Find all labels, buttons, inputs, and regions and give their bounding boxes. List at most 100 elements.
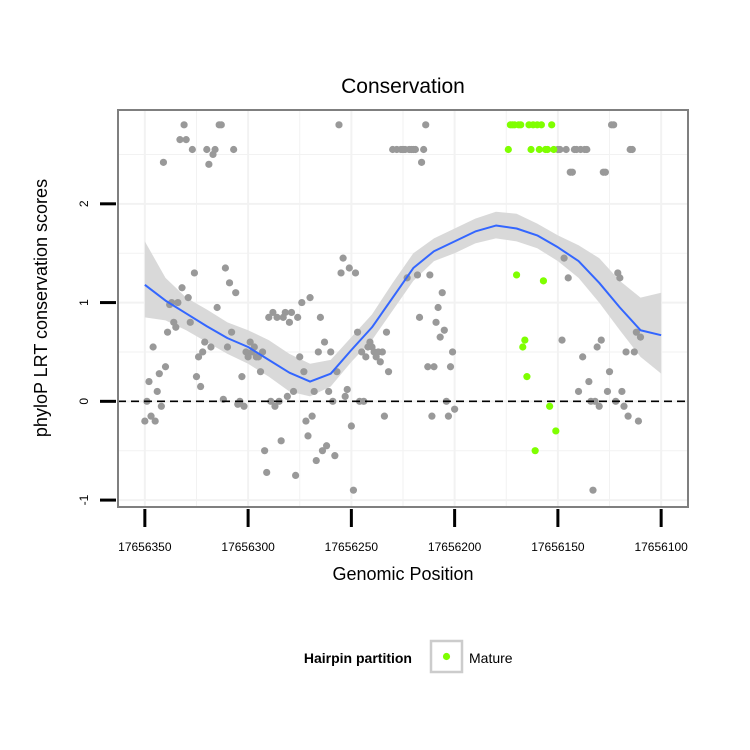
data-point-other bbox=[436, 333, 444, 341]
data-point-other bbox=[325, 387, 333, 396]
data-point-other bbox=[384, 368, 393, 376]
data-point-other bbox=[232, 289, 240, 297]
data-point-other bbox=[624, 412, 632, 420]
data-point-other bbox=[630, 348, 638, 356]
data-point-other bbox=[358, 348, 366, 356]
data-point-other bbox=[424, 363, 432, 371]
data-point-other bbox=[560, 254, 568, 262]
x-tick-label: 17656150 bbox=[531, 540, 585, 554]
data-point-other bbox=[417, 158, 426, 166]
data-point-other bbox=[223, 343, 232, 351]
data-point-other bbox=[415, 313, 424, 321]
data-point-other bbox=[568, 168, 576, 176]
data-point-other bbox=[240, 402, 248, 410]
data-point-other bbox=[182, 136, 190, 144]
data-point-other bbox=[155, 370, 163, 378]
data-point-other bbox=[632, 328, 640, 336]
x-tick-label: 17656350 bbox=[118, 540, 172, 554]
data-point-other bbox=[308, 412, 316, 420]
data-point-other bbox=[351, 269, 360, 277]
data-point-other bbox=[180, 121, 188, 129]
data-point-other bbox=[227, 328, 236, 336]
legend-key-mature bbox=[442, 652, 451, 661]
data-point-mature bbox=[504, 145, 512, 154]
data-point-other bbox=[337, 269, 345, 277]
data-point-other bbox=[141, 417, 149, 425]
data-point-other bbox=[430, 363, 438, 371]
data-point-other bbox=[413, 271, 422, 279]
smooth-fit-line bbox=[144, 224, 662, 383]
data-point-other bbox=[213, 303, 221, 312]
data-point-other bbox=[281, 308, 289, 317]
data-point-other bbox=[579, 353, 587, 361]
data-point-other bbox=[300, 368, 308, 376]
data-point-other bbox=[176, 136, 184, 144]
data-point-other bbox=[327, 348, 335, 356]
data-point-other bbox=[217, 121, 225, 129]
data-point-other bbox=[211, 145, 219, 154]
x-axis: 17656350 17656300 17656250 17656200 17656150… bbox=[118, 509, 688, 554]
y-axis: -1 0 1 2 bbox=[77, 200, 116, 505]
data-point-mature bbox=[537, 121, 545, 129]
data-point-mature bbox=[531, 447, 539, 455]
data-point-other bbox=[161, 363, 170, 371]
data-point-other bbox=[294, 313, 302, 321]
data-point-other bbox=[207, 343, 215, 351]
data-point-other bbox=[605, 368, 614, 376]
data-point-other bbox=[564, 274, 572, 282]
data-point-other bbox=[562, 145, 570, 154]
x-axis-title: Genomic Position bbox=[332, 564, 473, 584]
data-point-other bbox=[184, 294, 192, 302]
data-point-other bbox=[362, 353, 370, 361]
data-point-other bbox=[172, 323, 180, 331]
data-point-mature bbox=[546, 402, 554, 410]
data-point-other bbox=[636, 333, 645, 341]
data-point-other bbox=[434, 303, 442, 312]
x-tick-label: 17656300 bbox=[221, 540, 275, 554]
data-point-mature bbox=[550, 145, 558, 154]
data-point-other bbox=[190, 269, 199, 277]
points-mature-layer bbox=[504, 121, 560, 455]
data-point-other bbox=[194, 353, 203, 361]
confidence-band bbox=[144, 211, 662, 397]
data-point-other bbox=[422, 121, 430, 129]
data-point-mature bbox=[548, 121, 556, 129]
data-point-other bbox=[335, 121, 343, 129]
data-point-other bbox=[347, 422, 355, 430]
data-point-other bbox=[263, 468, 271, 477]
x-tick-label: 17656200 bbox=[428, 540, 482, 554]
data-point-mature bbox=[535, 145, 543, 154]
data-point-other bbox=[157, 402, 165, 410]
data-point-other bbox=[618, 387, 626, 396]
data-point-other bbox=[448, 348, 457, 356]
data-point-other bbox=[316, 313, 324, 321]
data-point-mature bbox=[523, 373, 531, 381]
data-point-other bbox=[583, 145, 591, 154]
data-point-other bbox=[312, 456, 320, 465]
y-tick-label: 2 bbox=[77, 200, 91, 207]
data-point-other bbox=[382, 328, 391, 336]
data-point-other bbox=[269, 308, 277, 317]
data-point-other bbox=[345, 264, 353, 272]
data-point-other bbox=[267, 397, 275, 405]
data-point-other bbox=[597, 336, 605, 344]
data-point-other bbox=[411, 145, 419, 154]
data-point-other bbox=[145, 377, 153, 386]
data-point-other bbox=[574, 387, 583, 396]
data-point-other bbox=[360, 397, 368, 405]
data-point-other bbox=[238, 373, 246, 381]
data-point-other bbox=[341, 392, 349, 400]
data-point-other bbox=[603, 387, 612, 396]
data-point-other bbox=[349, 486, 358, 494]
data-point-other bbox=[203, 145, 211, 154]
data-point-other bbox=[556, 145, 564, 154]
data-point-other bbox=[331, 452, 339, 460]
data-point-other bbox=[147, 412, 155, 420]
data-point-other bbox=[178, 284, 186, 292]
data-point-other bbox=[310, 387, 318, 396]
data-point-other bbox=[285, 318, 294, 326]
data-point-other bbox=[446, 363, 455, 371]
data-point-other bbox=[174, 298, 182, 307]
plot-panel bbox=[117, 109, 689, 508]
